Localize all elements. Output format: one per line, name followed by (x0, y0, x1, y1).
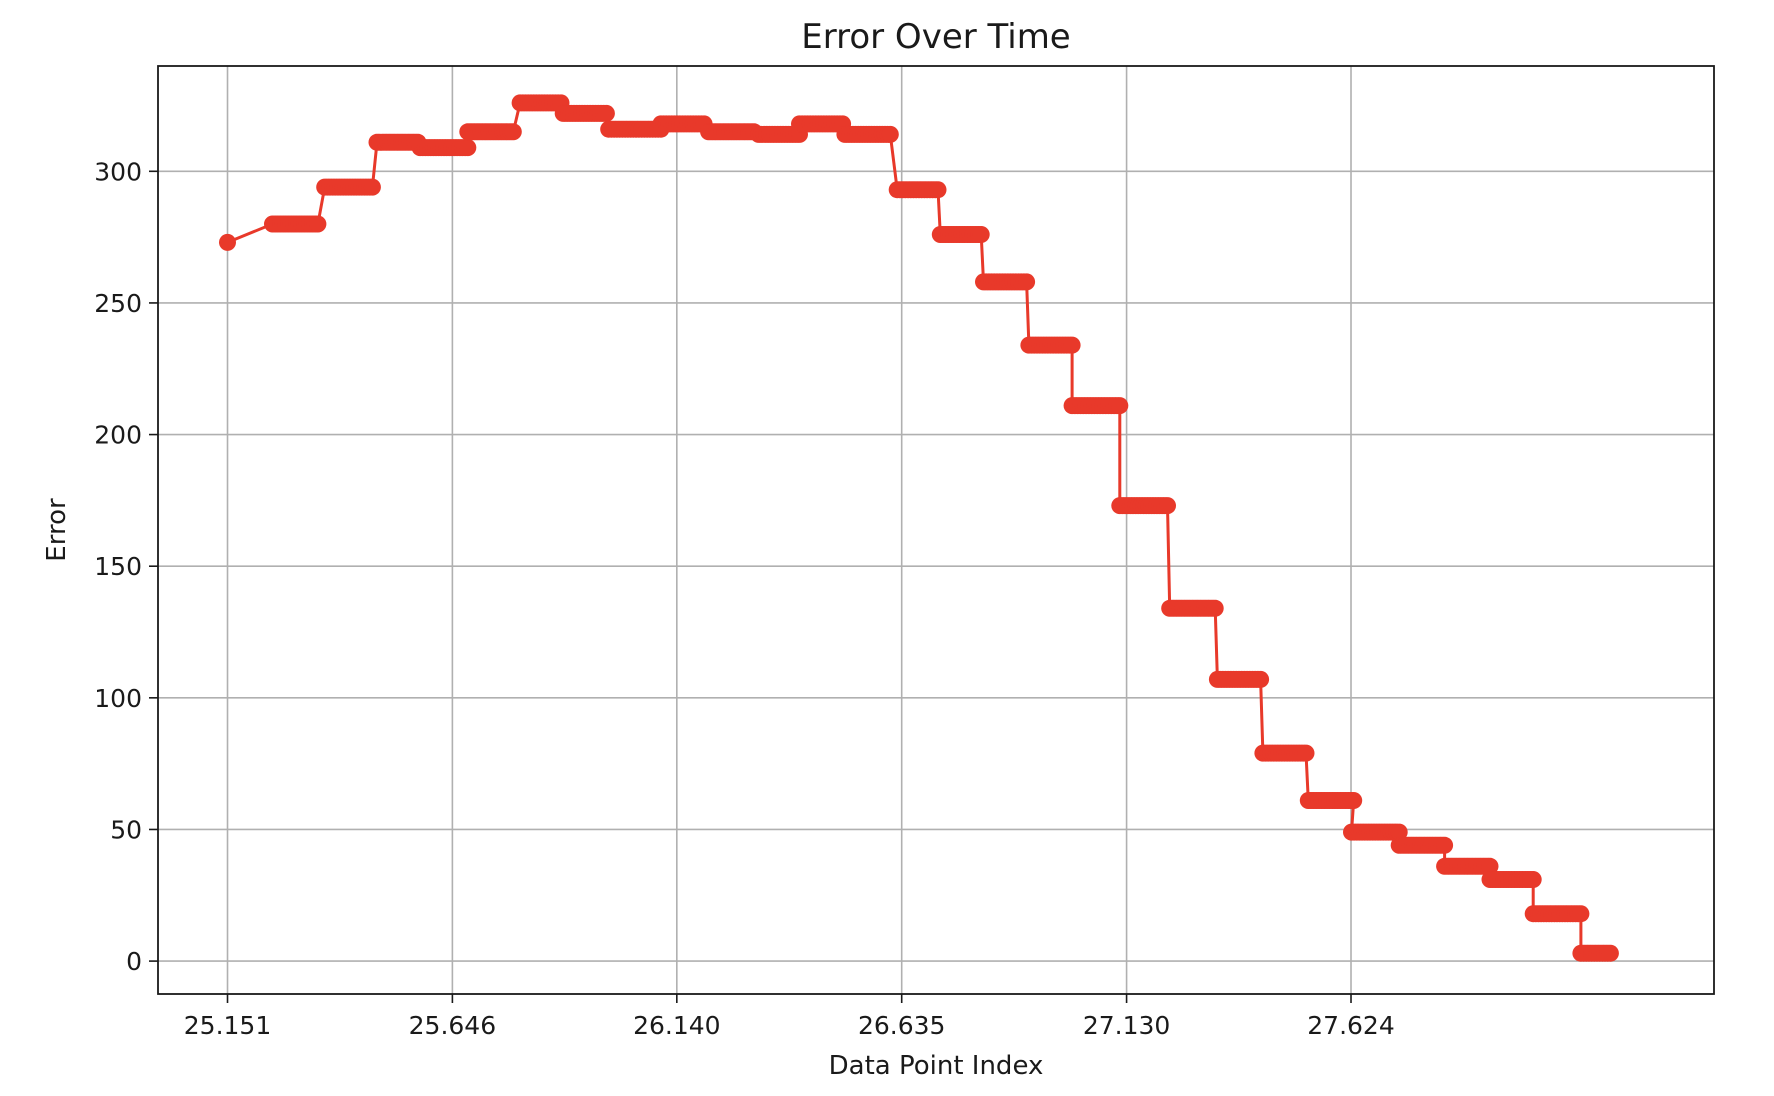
y-tick-label: 300 (94, 157, 142, 186)
x-tick-label: 25.151 (184, 1011, 271, 1040)
axis-ticks: 25.151 25.646 26.140 26.635 27.130 27.624 0 50 1… (94, 157, 1394, 1040)
data-point (1018, 273, 1036, 291)
data-point (1297, 744, 1315, 762)
data-point (363, 178, 381, 196)
data-point (1481, 857, 1499, 875)
y-tick-label: 50 (110, 815, 142, 844)
x-axis-label: Data Point Index (829, 1051, 1044, 1081)
x-tick-label: 27.624 (1307, 1011, 1394, 1040)
x-tick-label: 26.635 (858, 1011, 945, 1040)
data-point (219, 233, 236, 251)
data-point (1572, 905, 1590, 923)
data-point (972, 226, 990, 243)
data-point (929, 181, 947, 199)
data-series (219, 94, 1619, 962)
data-point (597, 104, 615, 122)
y-tick-label: 150 (94, 552, 142, 581)
data-point (1436, 836, 1454, 854)
y-tick-label: 200 (94, 421, 142, 450)
data-point (1524, 871, 1542, 888)
chart-title: Error Over Time (801, 17, 1070, 57)
y-tick-label: 250 (94, 289, 142, 318)
data-point (1390, 823, 1408, 841)
plot-frame (157, 65, 1715, 995)
y-tick-label: 0 (126, 947, 142, 976)
y-axis-label: Error (42, 498, 72, 562)
data-point (1206, 599, 1224, 617)
grid-lines (158, 66, 1714, 994)
data-point (1252, 670, 1270, 688)
data-point (881, 125, 899, 143)
data-point (504, 123, 522, 141)
data-point (1601, 944, 1619, 962)
data-point (459, 139, 477, 157)
data-point (1159, 497, 1176, 515)
data-point (1345, 792, 1363, 809)
data-point (1063, 336, 1081, 354)
data-point (1111, 397, 1129, 415)
data-point (309, 215, 327, 233)
x-tick-label: 26.140 (633, 1011, 720, 1040)
y-tick-label: 100 (94, 684, 142, 713)
x-tick-label: 25.646 (409, 1011, 496, 1040)
x-tick-label: 27.130 (1083, 1011, 1170, 1040)
